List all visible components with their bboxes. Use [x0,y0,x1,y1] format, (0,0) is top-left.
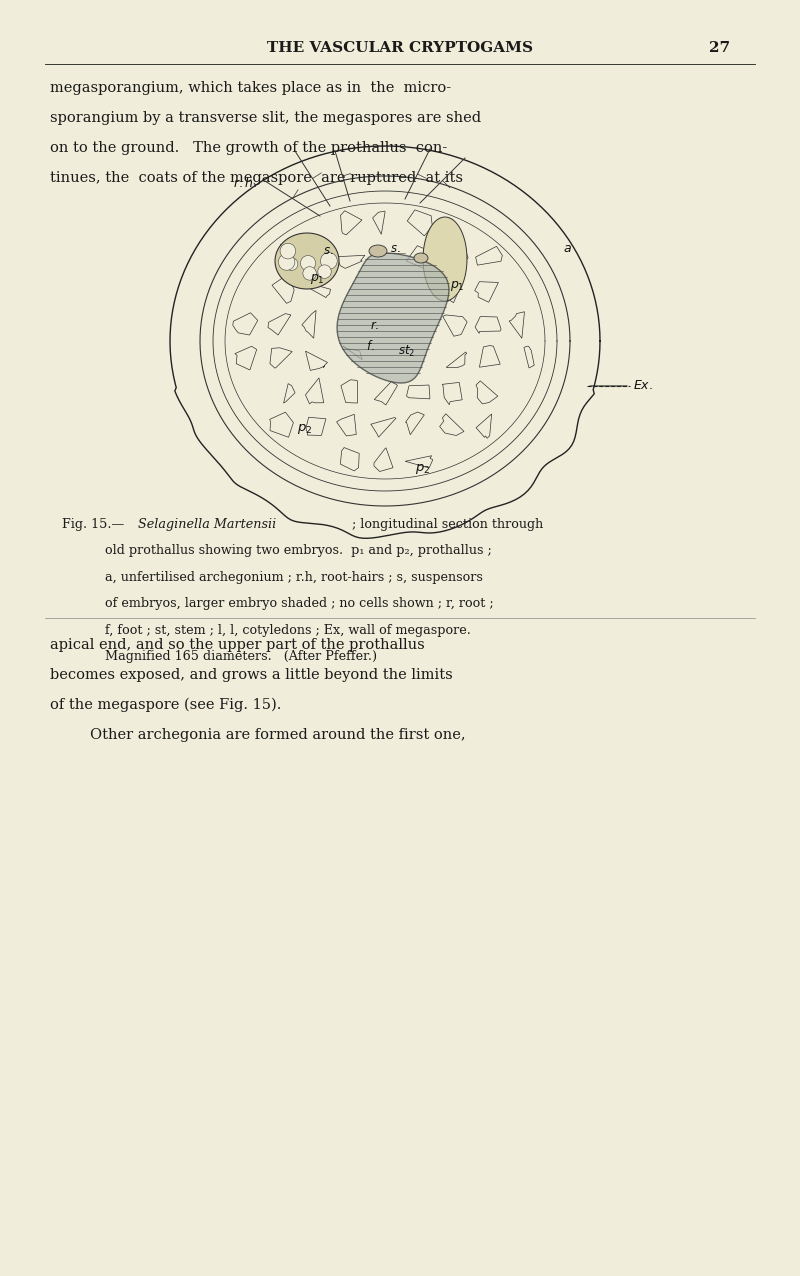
Circle shape [321,253,338,269]
Polygon shape [407,209,432,236]
Circle shape [318,265,331,278]
Polygon shape [278,244,294,268]
Polygon shape [270,412,294,438]
Circle shape [281,245,294,259]
Polygon shape [235,346,257,370]
Text: $r.$: $r.$ [370,319,380,333]
Circle shape [278,254,295,271]
Polygon shape [405,456,433,468]
Text: $s.$: $s.$ [323,245,334,258]
Polygon shape [341,448,359,471]
Polygon shape [445,249,468,265]
Circle shape [280,244,296,259]
Polygon shape [337,415,356,436]
Text: $p_1$: $p_1$ [310,272,324,286]
Polygon shape [233,313,258,336]
Polygon shape [474,282,498,302]
Text: Magnified 165 diameters.   (After Pfeffer.): Magnified 165 diameters. (After Pfeffer.… [105,651,377,664]
Polygon shape [476,413,492,439]
Polygon shape [272,277,294,304]
Text: 27: 27 [710,41,730,55]
Text: of the megaspore (see Fig. 15).: of the megaspore (see Fig. 15). [50,698,282,712]
Text: Selaginella Martensii: Selaginella Martensii [138,518,276,531]
Polygon shape [374,382,398,404]
Text: f, foot ; st, stem ; l, l, cotyledons ; Ex, wall of megaspore.: f, foot ; st, stem ; l, l, cotyledons ; … [105,624,471,637]
Text: becomes exposed, and grows a little beyond the limits: becomes exposed, and grows a little beyo… [50,669,453,681]
Text: of embryos, larger embryo shaded ; no cells shown ; r, root ;: of embryos, larger embryo shaded ; no ce… [105,597,494,610]
Text: old prothallus showing two embryos.  p₁ and p₂, prothallus ;: old prothallus showing two embryos. p₁ a… [105,545,492,558]
Polygon shape [442,315,467,337]
Ellipse shape [414,253,428,263]
Polygon shape [343,346,362,360]
Text: $p_1$: $p_1$ [450,279,464,293]
Polygon shape [341,380,358,403]
Polygon shape [270,348,292,369]
Polygon shape [423,217,467,301]
Text: $p_2$: $p_2$ [298,422,313,436]
Polygon shape [370,417,396,438]
Polygon shape [442,383,462,404]
Circle shape [285,258,298,271]
Polygon shape [303,282,330,297]
Polygon shape [406,246,434,268]
Polygon shape [509,311,525,338]
Polygon shape [476,380,498,404]
Circle shape [301,255,316,271]
Text: on to the ground.   The growth of the prothallus  con-: on to the ground. The growth of the prot… [50,142,447,154]
Text: Fig. 15.—: Fig. 15.— [62,518,124,531]
Polygon shape [337,253,449,383]
Text: ; longitudinal section through: ; longitudinal section through [348,518,543,531]
Polygon shape [268,314,291,336]
Polygon shape [444,279,462,302]
Polygon shape [446,352,466,367]
Polygon shape [476,246,502,265]
Text: tinues, the  coats of the megaspore  are ruptured  at its: tinues, the coats of the megaspore are r… [50,171,463,185]
Polygon shape [374,448,393,472]
Polygon shape [275,234,339,288]
Circle shape [303,267,316,281]
Text: a, unfertilised archegonium ; r.h, root-hairs ; s, suspensors: a, unfertilised archegonium ; r.h, root-… [105,570,483,584]
Text: Other archegonia are formed around the first one,: Other archegonia are formed around the f… [90,729,466,743]
Text: $f.$: $f.$ [366,339,374,353]
Polygon shape [479,346,500,367]
Polygon shape [337,255,365,268]
Polygon shape [475,316,501,333]
Polygon shape [306,378,324,404]
Text: sporangium by a transverse slit, the megaspores are shed: sporangium by a transverse slit, the meg… [50,111,481,125]
Polygon shape [373,211,385,235]
Text: $s.$: $s.$ [390,242,401,255]
Text: $a$: $a$ [563,242,572,255]
Polygon shape [306,417,326,435]
Polygon shape [406,385,430,399]
Text: THE VASCULAR CRYPTOGAMS: THE VASCULAR CRYPTOGAMS [267,41,533,55]
Polygon shape [440,413,464,435]
Text: apical end, and so the upper part of the prothallus: apical end, and so the upper part of the… [50,638,425,652]
Polygon shape [302,310,316,338]
Polygon shape [524,346,534,367]
Polygon shape [406,412,424,435]
Polygon shape [306,351,327,370]
Text: $st_2$: $st_2$ [398,343,415,359]
Text: $r.h.$: $r.h.$ [233,176,257,190]
Ellipse shape [369,245,387,256]
Text: $Ex.$: $Ex.$ [633,379,653,393]
Text: megasporangium, which takes place as in  the  micro-: megasporangium, which takes place as in … [50,80,451,94]
Polygon shape [283,384,295,403]
Polygon shape [341,211,362,235]
Polygon shape [303,246,330,269]
Text: $p_2$: $p_2$ [415,462,430,476]
